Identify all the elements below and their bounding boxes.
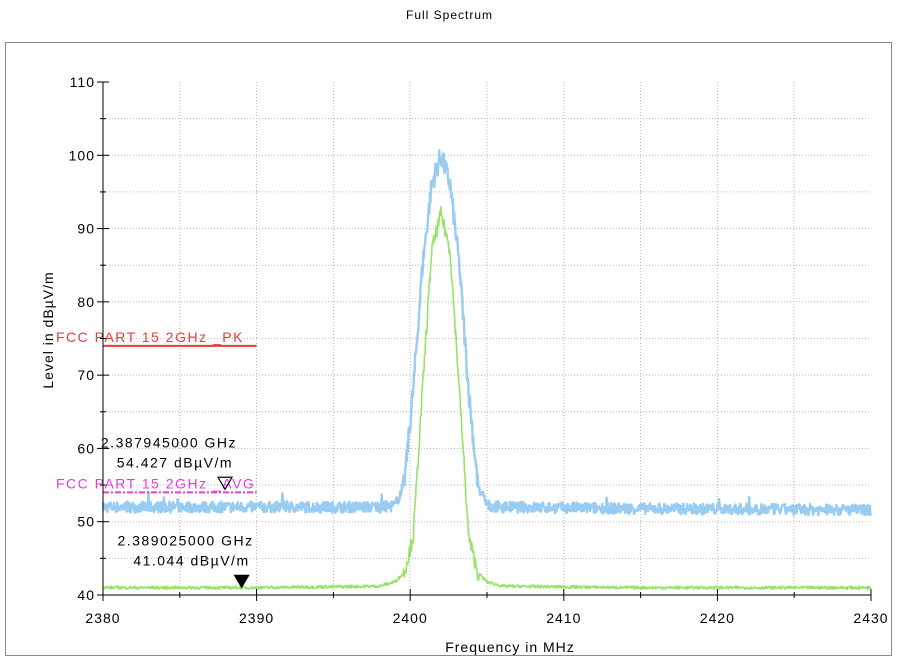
y-tick-label: 60 [77,440,95,456]
peak-trace-line [101,149,873,517]
grid [103,82,871,595]
tick-labels: 40 50 60 70 80 90 100 110 2380 2390 2400 2410 2420 24… [69,74,888,626]
pk-limit-label: FCC PART 15 2GHz _PK [56,329,244,345]
avg-limit-label: FCC PART 15 2GHz _AVG [56,475,255,491]
chart-title: Full Spectrum [405,8,494,22]
marker-filled-triangle [233,574,250,589]
x-tick-label: 2380 [85,610,120,626]
marker-frequency-label: 2.387945000 GHz [101,434,237,450]
x-tick-label: 2400 [393,610,428,626]
marker-open-triangle [216,476,234,491]
x-tick-label: 2410 [546,610,581,626]
marker-level-label: 41.044 dBµV/m [133,552,249,568]
traces [101,149,873,590]
y-tick-label: 100 [69,147,95,163]
x-axis-label: Frequency in MHz [445,639,575,655]
y-tick-label: 80 [77,294,95,310]
x-tick-label: 2430 [853,610,888,626]
marker-frequency-label: 2.389025000 GHz [117,532,253,548]
markers: 2.387945000 GHz 54.427 dBµV/m 2.389025000 … [101,434,253,589]
x-tick-label: 2420 [700,610,735,626]
limit-lines: FCC PART 15 2GHz _PK FCC PART 15 2GHz _AV… [56,329,257,494]
y-tick-label: 40 [77,587,95,603]
chart-frame [5,42,892,656]
marker-level-label: 54.427 dBµV/m [117,454,233,470]
x-tick-label: 2390 [239,610,274,626]
y-tick-label: 110 [70,74,95,90]
average-trace-line [102,206,872,590]
y-tick-label: 50 [77,514,95,530]
y-axis-label: Level in dBµV/m [40,271,56,388]
y-tick-label: 70 [77,367,95,383]
y-tick-label: 90 [77,221,95,237]
